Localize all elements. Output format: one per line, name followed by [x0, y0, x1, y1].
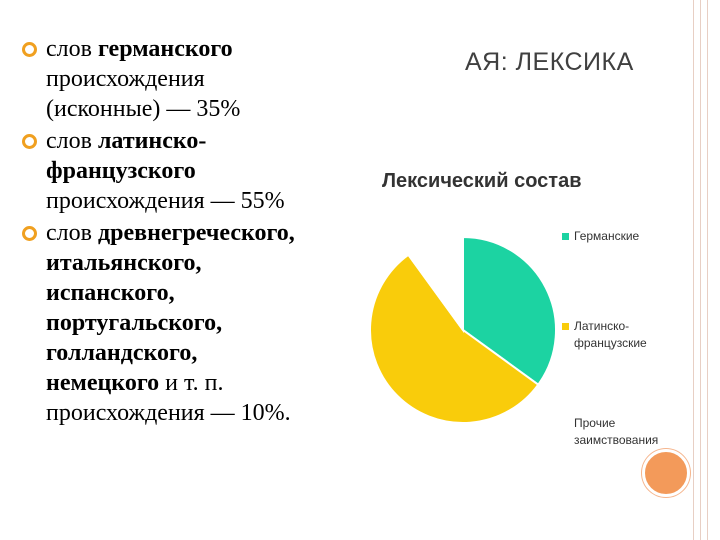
decor-line	[700, 0, 701, 540]
bullet-text: древнегреческого,	[97, 220, 295, 246]
bullet-circle-icon	[22, 134, 37, 149]
bullet-text: голландского,	[46, 340, 198, 366]
bullet-line: слов древнегреческого,	[46, 218, 362, 248]
bullet-item: слов латинско-французского происхождения …	[22, 126, 362, 216]
pie-chart-svg	[369, 235, 557, 424]
bullet-line: голландского,	[46, 338, 362, 368]
pie-slice-1	[369, 253, 540, 424]
bullet-text: французского	[46, 158, 196, 184]
pie-chart: Лексический состав Германские Латинско-фр…	[360, 160, 690, 460]
legend-item: Германские	[562, 228, 640, 245]
bullet-item: слов германского происхождения (исконные) …	[22, 34, 362, 124]
legend-label: Прочие	[574, 416, 616, 430]
bullet-text: происхождения — 55%	[46, 188, 285, 214]
legend-item: Латинско-французские	[562, 318, 647, 352]
bullet-line: происхождения — 10%.	[46, 398, 362, 428]
slide-title: АЯ: ЛЕКСИКА	[465, 48, 634, 76]
bullet-line: итальянского,	[46, 248, 362, 278]
bullet-line: португальского,	[46, 308, 362, 338]
bullet-text: слов	[46, 220, 98, 246]
bullet-line: испанского,	[46, 278, 362, 308]
bullet-text: (исконные) — 35%	[46, 96, 241, 122]
bullet-circle-icon	[22, 226, 37, 241]
legend-label: заимствования	[574, 433, 659, 447]
bullet-text: итальянского,	[46, 250, 202, 276]
decor-circle	[642, 449, 690, 497]
bullet-line: происхождения	[46, 64, 362, 94]
bullet-text: слов	[46, 128, 98, 154]
legend-label: Германские	[574, 229, 640, 243]
bullet-circle-icon	[22, 42, 37, 57]
bullet-text: испанского,	[46, 280, 175, 306]
legend-swatch	[562, 420, 569, 427]
bullet-line: слов латинско-	[46, 126, 362, 156]
bullet-list: слов германского происхождения (исконные) …	[22, 34, 362, 430]
legend-swatch	[562, 323, 569, 330]
bullet-text: слов	[46, 36, 98, 62]
chart-title: Лексический состав	[382, 170, 582, 192]
bullet-item: слов древнегреческого, итальянского, испан…	[22, 218, 362, 428]
pie-slice-0	[462, 235, 557, 387]
decor-line	[693, 0, 694, 540]
bullet-line: немецкого и т. п.	[46, 368, 362, 398]
legend-swatch	[562, 233, 569, 240]
decor-line	[707, 0, 708, 540]
legend-item: Прочие заимствования	[562, 415, 659, 449]
bullet-text: немецкого	[46, 370, 160, 396]
bullet-line: слов германского	[46, 34, 362, 64]
bullet-line: происхождения — 55%	[46, 186, 362, 216]
bullet-line: (исконные) — 35%	[46, 94, 362, 124]
pie-slice-2	[406, 235, 464, 334]
bullet-line: французского	[46, 156, 362, 186]
bullet-text: и т. п.	[159, 370, 224, 396]
legend-label: Латинско-	[574, 319, 630, 333]
bullet-text: латинско-	[97, 128, 207, 154]
bullet-text: происхождения — 10%.	[46, 400, 291, 426]
bullet-text: происхождения	[46, 66, 205, 92]
bullet-text: португальского,	[46, 310, 223, 336]
bullet-text: германского	[97, 36, 233, 62]
legend-label: французские	[574, 336, 647, 350]
